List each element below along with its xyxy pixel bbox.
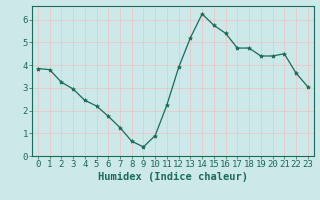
X-axis label: Humidex (Indice chaleur): Humidex (Indice chaleur)	[98, 172, 248, 182]
